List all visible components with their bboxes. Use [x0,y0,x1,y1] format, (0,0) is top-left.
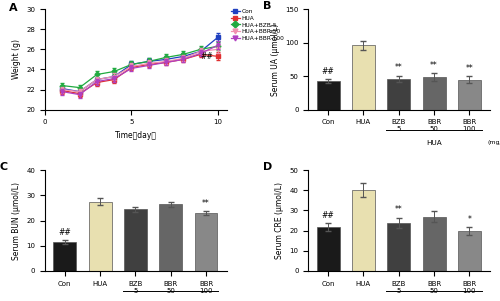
Text: C: C [0,162,8,172]
Text: A: A [8,3,18,13]
Text: ##: ## [322,210,334,219]
Bar [159,204,182,271]
Bar [352,45,375,110]
Text: **: ** [395,64,402,73]
Bar [124,209,147,271]
Y-axis label: Weight (g): Weight (g) [12,39,20,79]
X-axis label: Time（day）: Time（day） [115,131,157,140]
Bar [422,216,446,271]
Bar [458,231,481,271]
Y-axis label: Serum CRE (μmol/L): Serum CRE (μmol/L) [275,182,284,259]
Bar [388,79,410,110]
Bar [88,202,112,271]
Text: *: * [468,215,471,224]
Text: ##: ## [322,67,334,76]
Bar [458,79,481,110]
Bar [316,81,340,110]
Y-axis label: Serum UA (μmol/L): Serum UA (μmol/L) [270,23,280,96]
Text: ##: ## [58,228,71,237]
Bar [316,227,340,271]
Text: (mg/kg): (mg/kg) [488,140,500,145]
Legend: Con, HUA, HUA+BZB-5, HUA+BBR-50, HUA+BBR-100: Con, HUA, HUA+BZB-5, HUA+BBR-50, HUA+BBR… [228,7,286,43]
Bar [194,213,218,271]
Bar [388,222,410,271]
Bar [54,242,76,271]
Text: ##: ## [200,52,213,61]
Text: **: ** [466,64,473,73]
Text: **: ** [430,61,438,70]
Bar [352,190,375,271]
Text: B: B [263,1,272,11]
Bar [422,77,446,110]
Text: **: ** [395,206,402,215]
Text: HUA: HUA [426,140,442,146]
Text: **: ** [202,199,210,208]
Text: D: D [263,162,272,172]
Y-axis label: Serum BUN (μmol/L): Serum BUN (μmol/L) [12,182,20,259]
